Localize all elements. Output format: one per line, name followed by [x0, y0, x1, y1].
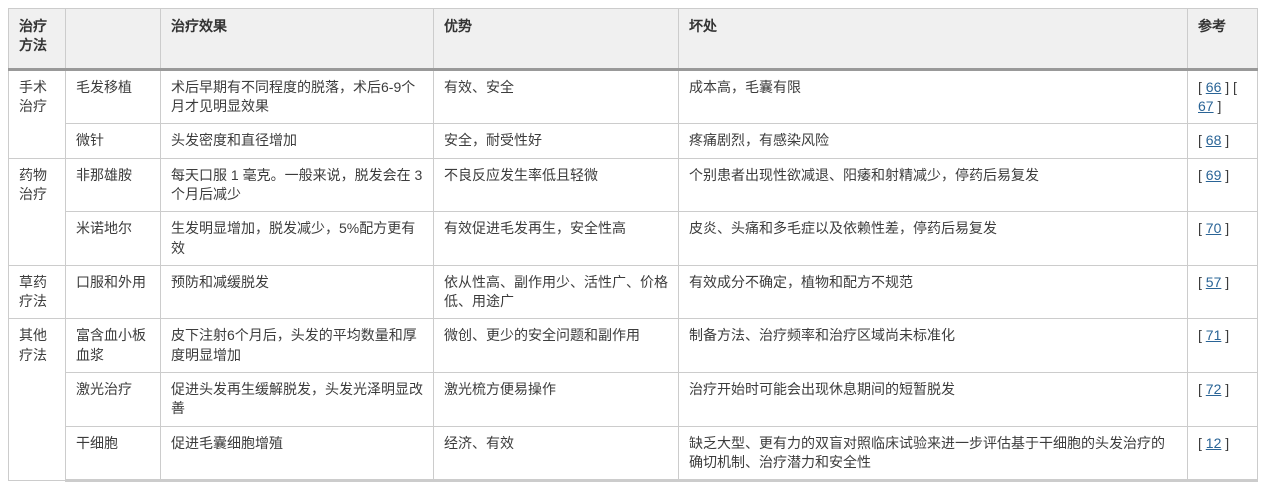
advantage-cell: 激光梳方便易操作	[433, 372, 679, 427]
table-row: 手术治疗 毛发移植 术后早期有不同程度的脱落，术后6-9个月才见明显效果 有效、…	[8, 68, 1258, 159]
method-cell: 激光治疗	[65, 372, 161, 427]
category-cell-other: 其他疗法	[8, 318, 66, 482]
method-cell: 干细胞	[65, 425, 161, 483]
method-cell: 微针	[65, 123, 161, 159]
table-row: 药物治疗 非那雄胺 每天口服 1 毫克。一般来说，脱发会在 3 个月后减少 不良…	[8, 157, 1258, 266]
ref-link-68[interactable]: 68	[1205, 132, 1222, 149]
category-cell-drug: 药物治疗	[8, 157, 66, 266]
ref-link-57[interactable]: 57	[1205, 273, 1222, 290]
ref-bracket: [	[1198, 78, 1206, 95]
disadvantage-cell: 成本高，毛囊有限	[678, 68, 1188, 125]
advantage-cell: 安全，耐受性好	[433, 123, 679, 159]
ref-bracket: ]	[1221, 327, 1230, 344]
ref-bracket: ]	[1221, 220, 1230, 237]
method-cell: 毛发移植	[65, 68, 161, 125]
method-cell: 口服和外用	[65, 264, 161, 320]
effect-cell: 皮下注射6个月后，头发的平均数量和厚度明显增加	[160, 318, 434, 374]
table-row: 微针 头发密度和直径增加 安全，耐受性好 疼痛剧烈，有感染风险 [ 68 ]	[9, 123, 1258, 159]
ref-link-71[interactable]: 71	[1205, 327, 1222, 344]
ref-link-67[interactable]: 67	[1198, 97, 1214, 114]
category-cell-herbal: 草药疗法	[8, 264, 66, 320]
advantage-cell: 不良反应发生率低且轻微	[433, 157, 679, 213]
effect-cell: 术后早期有不同程度的脱落，术后6-9个月才见明显效果	[160, 68, 434, 125]
refs-cell: [ 12 ]	[1187, 425, 1258, 483]
refs-cell: [ 70 ]	[1187, 211, 1258, 266]
disadvantage-cell: 有效成分不确定，植物和配方不规范	[678, 264, 1188, 320]
col-header-reference: 参考	[1187, 8, 1258, 71]
advantage-cell: 有效、安全	[433, 68, 679, 125]
ref-bracket: [	[1233, 78, 1237, 95]
ref-link-66[interactable]: 66	[1205, 78, 1222, 95]
refs-cell: [ 66 ] [ 67 ]	[1187, 68, 1258, 125]
refs-cell: [ 69 ]	[1187, 157, 1258, 213]
ref-link-72[interactable]: 72	[1205, 381, 1222, 398]
treatment-comparison-table: 治疗方法 治疗效果 优势 坏处 参考 手术治疗 毛发移植 术后早期有不同程度的脱…	[8, 8, 1258, 483]
disadvantage-cell: 个别患者出现性欲减退、阳痿和射精减少，停药后易复发	[678, 157, 1188, 213]
col-header-effect: 治疗效果	[160, 8, 434, 71]
ref-bracket: ]	[1221, 78, 1230, 95]
advantage-cell: 有效促进毛发再生，安全性高	[433, 211, 679, 266]
ref-bracket: ]	[1221, 132, 1230, 149]
ref-link-70[interactable]: 70	[1205, 220, 1222, 237]
effect-cell: 每天口服 1 毫克。一般来说，脱发会在 3 个月后减少	[160, 157, 434, 213]
effect-cell: 促进头发再生缓解脱发，头发光泽明显改善	[160, 372, 434, 427]
advantage-cell: 依从性高、副作用少、活性广、价格低、用途广	[433, 264, 679, 320]
method-cell: 非那雄胺	[65, 157, 161, 213]
effect-cell: 预防和减缓脱发	[160, 264, 434, 320]
refs-cell: [ 57 ]	[1187, 264, 1258, 320]
table-row: 米诺地尔 生发明显增加，脱发减少，5%配方更有效 有效促进毛发再生，安全性高 皮…	[9, 211, 1258, 266]
disadvantage-cell: 治疗开始时可能会出现休息期间的短暂脱发	[678, 372, 1188, 427]
table-row: 激光治疗 促进头发再生缓解脱发，头发光泽明显改善 激光梳方便易操作 治疗开始时可…	[9, 372, 1258, 427]
table-row: 草药疗法 口服和外用 预防和减缓脱发 依从性高、副作用少、活性广、价格低、用途广…	[8, 264, 1258, 320]
ref-bracket: ]	[1221, 166, 1230, 183]
ref-bracket: [	[1198, 273, 1206, 290]
ref-bracket: ]	[1221, 273, 1230, 290]
ref-bracket: [	[1198, 220, 1206, 237]
col-header-advantage: 优势	[433, 8, 679, 71]
method-cell: 米诺地尔	[65, 211, 161, 266]
disadvantage-cell: 皮炎、头痛和多毛症以及依赖性差，停药后易复发	[678, 211, 1188, 266]
ref-bracket: ]	[1221, 434, 1230, 451]
ref-link-69[interactable]: 69	[1205, 166, 1222, 183]
col-header-method	[65, 8, 161, 71]
ref-bracket: [	[1198, 327, 1206, 344]
refs-cell: [ 71 ]	[1187, 318, 1258, 374]
table-row: 干细胞 促进毛囊细胞增殖 经济、有效 缺乏大型、更有力的双盲对照临床试验来进一步…	[9, 425, 1258, 483]
refs-cell: [ 72 ]	[1187, 372, 1258, 427]
header-row: 治疗方法 治疗效果 优势 坏处 参考	[8, 8, 1258, 71]
method-cell: 富含血小板血浆	[65, 318, 161, 374]
category-cell-surgical: 手术治疗	[8, 68, 66, 159]
advantage-cell: 微创、更少的安全问题和副作用	[433, 318, 679, 374]
ref-bracket: ]	[1221, 381, 1230, 398]
ref-bracket: [	[1198, 132, 1206, 149]
col-header-disadvantage: 坏处	[678, 8, 1188, 71]
ref-bracket: [	[1198, 434, 1206, 451]
ref-link-12[interactable]: 12	[1205, 434, 1222, 451]
effect-cell: 促进毛囊细胞增殖	[160, 425, 434, 483]
table-row: 其他疗法 富含血小板血浆 皮下注射6个月后，头发的平均数量和厚度明显增加 微创、…	[8, 318, 1258, 482]
refs-cell: [ 68 ]	[1187, 123, 1258, 159]
advantage-cell: 经济、有效	[433, 425, 679, 483]
effect-cell: 生发明显增加，脱发减少，5%配方更有效	[160, 211, 434, 266]
disadvantage-cell: 疼痛剧烈，有感染风险	[678, 123, 1188, 159]
disadvantage-cell: 制备方法、治疗频率和治疗区域尚未标准化	[678, 318, 1188, 374]
effect-cell: 头发密度和直径增加	[160, 123, 434, 159]
disadvantage-cell: 缺乏大型、更有力的双盲对照临床试验来进一步评估基于干细胞的头发治疗的确切机制、治…	[678, 425, 1188, 483]
ref-bracket: ]	[1213, 97, 1222, 114]
col-header-method-group: 治疗方法	[8, 8, 66, 71]
ref-bracket: [	[1198, 381, 1206, 398]
ref-bracket: [	[1198, 166, 1206, 183]
